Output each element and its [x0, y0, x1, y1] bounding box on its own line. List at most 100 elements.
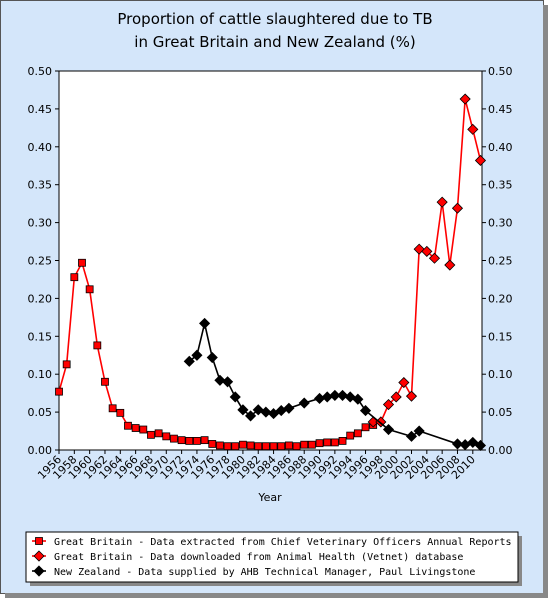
- point: [170, 434, 178, 443]
- shadow: [543, 5, 548, 598]
- point: [277, 442, 286, 451]
- y2-tick-label: 0.35: [488, 179, 513, 192]
- point: [405, 390, 418, 402]
- point: [239, 440, 247, 449]
- y-tick-label: 0.00: [28, 444, 53, 457]
- point: [398, 376, 410, 389]
- point: [62, 360, 71, 369]
- y-tick-label: 0.10: [28, 368, 53, 381]
- y2-tick-label: 0.05: [488, 406, 513, 419]
- chart-title: Proportion of cattle slaughtered due to …: [117, 10, 432, 28]
- point: [147, 430, 155, 439]
- y-tick-label: 0.20: [28, 292, 53, 305]
- point: [208, 440, 217, 448]
- point: [267, 408, 280, 420]
- point: [177, 436, 186, 445]
- point: [245, 410, 257, 422]
- point: [229, 391, 241, 403]
- point: [451, 438, 464, 450]
- point: [139, 425, 148, 434]
- point: [223, 442, 232, 451]
- y2-tick-label: 0.10: [488, 368, 513, 381]
- point: [191, 349, 203, 361]
- point: [315, 439, 324, 448]
- y2-tick-label: 0.45: [488, 103, 513, 116]
- point: [382, 423, 395, 436]
- point: [162, 432, 171, 441]
- point: [183, 355, 195, 367]
- y2-tick-label: 0.15: [488, 330, 513, 343]
- point: [283, 402, 295, 414]
- point: [101, 377, 109, 386]
- point: [421, 245, 433, 257]
- point: [108, 404, 117, 413]
- point: [474, 439, 487, 452]
- point: [390, 391, 402, 403]
- point: [459, 93, 471, 105]
- point: [428, 252, 441, 264]
- y2-tick-label: 0.20: [488, 292, 513, 305]
- y-tick-label: 0.25: [28, 255, 53, 268]
- point: [382, 398, 395, 411]
- point: [361, 423, 370, 432]
- legend-label: Great Britain - Data extracted from Chie…: [54, 537, 512, 548]
- legend: [25, 531, 519, 583]
- y2-tick-label: 0.25: [488, 255, 513, 268]
- point: [116, 408, 125, 417]
- chart-subtitle: in Great Britain and New Zealand (%): [134, 33, 415, 51]
- point: [254, 442, 263, 451]
- point: [405, 430, 418, 442]
- point: [185, 437, 194, 445]
- point: [262, 442, 270, 451]
- legend-label: Great Britain - Data downloaded from Ani…: [54, 552, 463, 563]
- point: [451, 202, 464, 214]
- point: [70, 273, 79, 282]
- point: [323, 438, 332, 447]
- point: [214, 374, 226, 386]
- point: [298, 397, 310, 409]
- legend-marker: [33, 565, 45, 577]
- y2-tick-label: 0.40: [488, 141, 513, 154]
- point: [193, 437, 201, 445]
- y-tick-label: 0.35: [28, 179, 53, 192]
- y-tick-label: 0.40: [28, 141, 53, 154]
- point: [237, 404, 249, 416]
- point: [124, 421, 132, 430]
- point: [307, 440, 316, 449]
- point: [85, 285, 94, 294]
- point: [222, 376, 234, 388]
- point: [329, 389, 341, 401]
- x-axis-label: Year: [257, 491, 282, 504]
- point: [154, 429, 163, 438]
- point: [467, 123, 479, 135]
- point: [246, 441, 255, 450]
- point: [292, 442, 301, 451]
- shadow: [5, 593, 548, 598]
- legend-marker: [33, 550, 45, 562]
- point: [216, 441, 224, 450]
- y2-tick-label: 0.00: [488, 444, 513, 457]
- point: [260, 406, 272, 418]
- point: [336, 389, 349, 401]
- point: [346, 431, 355, 440]
- point: [467, 436, 479, 448]
- point: [269, 442, 278, 451]
- point: [352, 393, 364, 405]
- point: [344, 391, 356, 403]
- point: [359, 405, 372, 417]
- point: [338, 437, 347, 445]
- point: [131, 424, 140, 432]
- point: [93, 341, 102, 350]
- point: [436, 196, 448, 208]
- point: [78, 258, 86, 267]
- point: [206, 351, 218, 364]
- y-tick-label: 0.30: [28, 217, 53, 230]
- y-tick-label: 0.05: [28, 406, 53, 419]
- point: [444, 259, 456, 271]
- y-tick-label: 0.50: [28, 65, 53, 78]
- point: [330, 438, 339, 447]
- point: [413, 425, 425, 437]
- point: [474, 154, 487, 167]
- point: [55, 387, 63, 396]
